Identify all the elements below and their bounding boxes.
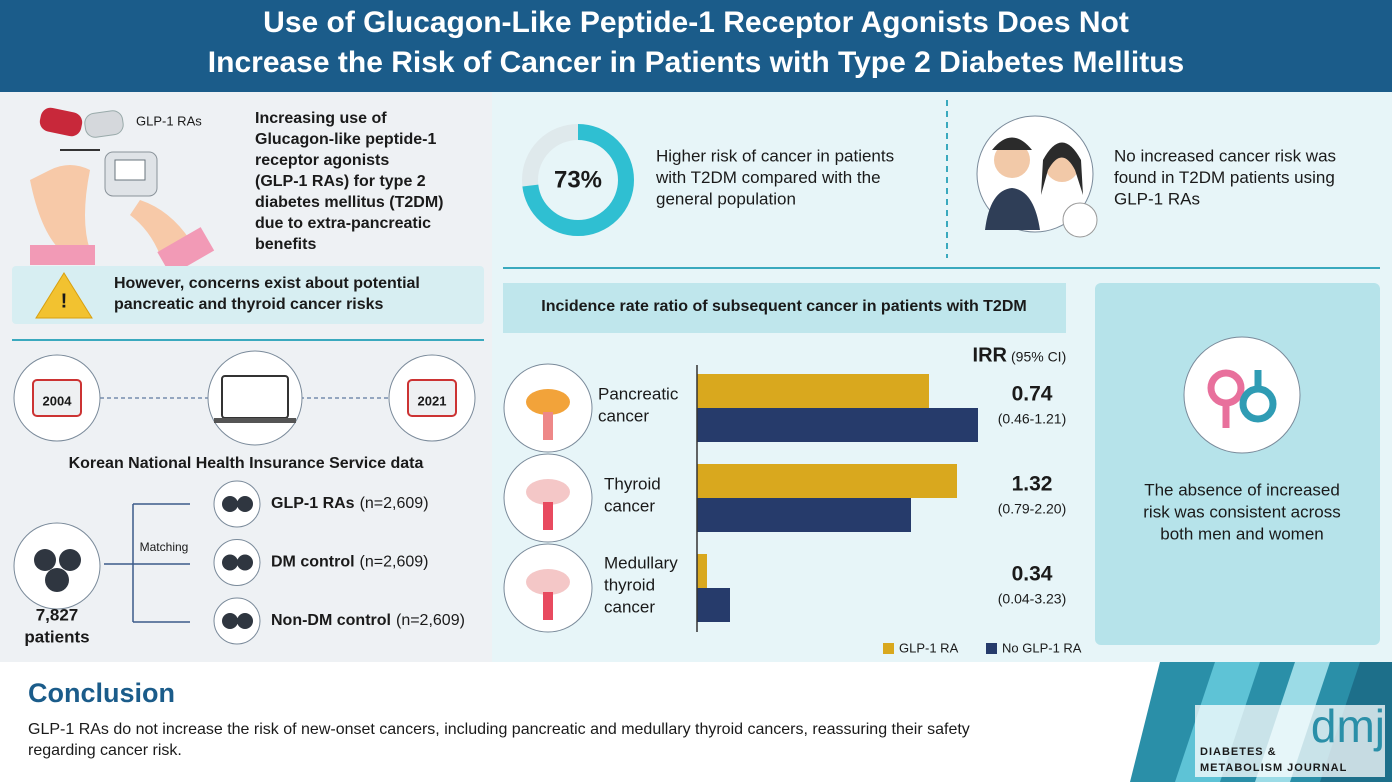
organ-shape: [526, 569, 570, 595]
chart-title: Incidence rate ratio of subsequent cance…: [541, 298, 1026, 315]
legend-label: GLP-1 RA: [899, 640, 959, 655]
category-label: cancer: [604, 597, 655, 616]
laptop-base: [214, 418, 296, 423]
group-icon-person: [237, 554, 253, 571]
total-count: 7,827: [36, 605, 79, 624]
finding-text: No increased cancer risk was: [1114, 146, 1336, 165]
category-label: Thyroid: [604, 474, 661, 493]
category-label: Pancreatic: [598, 384, 679, 403]
group-name: DM control: [271, 554, 355, 571]
conclusion-heading: Conclusion: [28, 678, 175, 708]
journal-logo: [1130, 662, 1392, 782]
bar: [697, 588, 730, 622]
legend-label: No GLP-1 RA: [1002, 640, 1082, 655]
patients-circle: [13, 522, 101, 610]
bar: [697, 554, 707, 588]
finding-text: found in T2DM patients using: [1114, 168, 1335, 187]
bar: [697, 464, 957, 498]
donut-arc: [522, 124, 634, 236]
irr-value: 0.34: [1012, 563, 1053, 586]
background-text: diabetes mellitus (T2DM): [255, 194, 443, 211]
group-name: Non-DM control: [271, 612, 391, 629]
irr-ci: (0.04-3.23): [998, 591, 1066, 607]
group-name: GLP-1 RAs: [271, 495, 355, 512]
organ-shape: [543, 592, 553, 620]
bar: [697, 374, 929, 408]
irr-value: 0.74: [1012, 383, 1053, 406]
category-label: cancer: [604, 496, 655, 515]
sex-box: [1095, 283, 1380, 645]
risk-text: general population: [656, 189, 796, 208]
organ-shape: [526, 479, 570, 505]
journal-name: DIABETES &: [1200, 746, 1277, 758]
warning-mark: !: [61, 290, 68, 312]
organ-shape: [543, 412, 553, 440]
data-source: Korean National Health Insurance Service…: [69, 455, 424, 472]
background-text: receptor agonists: [255, 152, 389, 169]
conclusion-text: regarding cancer risk.: [28, 742, 182, 759]
risk-text: with T2DM compared with the: [655, 168, 881, 187]
background-text: benefits: [255, 236, 316, 253]
sex-text: both men and women: [1160, 524, 1324, 543]
background-text: (GLP-1 RAs) for type 2: [255, 173, 426, 190]
matching-label: Matching: [140, 540, 189, 554]
sex-text: risk was consistent across: [1143, 502, 1340, 521]
organ-shape: [526, 389, 570, 415]
background-text: due to extra-pancreatic: [255, 215, 431, 232]
journal-logo-text: dmj: [1311, 700, 1385, 752]
journal-name: METABOLISM JOURNAL: [1200, 762, 1347, 774]
conclusion-text: GLP-1 RAs do not increase the risk of ne…: [28, 721, 970, 738]
finding-text: GLP-1 RAs: [1114, 189, 1200, 208]
stat-label: 73%: [554, 166, 602, 193]
group-icon-person: [237, 496, 253, 512]
category-label: thyroid: [604, 575, 655, 594]
irr-value: 1.32: [1012, 473, 1053, 496]
chart-title-box: [503, 283, 1066, 333]
group-n: (n=2,609): [360, 495, 429, 512]
legend-swatch: [883, 643, 894, 654]
calendar: [32, 379, 82, 417]
group-n: (n=2,609): [360, 554, 429, 571]
group-icon-person: [222, 554, 238, 571]
matching-lines: [104, 503, 190, 623]
laptop: [221, 375, 289, 419]
end-year: 2021: [418, 393, 447, 408]
header-band: [0, 0, 1392, 92]
glp-icon: [30, 107, 215, 276]
bar: [697, 498, 911, 532]
risk-text: Higher risk of cancer in patients: [656, 146, 894, 165]
start-year: 2004: [43, 393, 73, 408]
irr-ci: (0.46-1.21): [998, 411, 1066, 427]
drug-label: GLP-1 RAs: [136, 113, 202, 128]
total-label: patients: [24, 627, 89, 646]
group-icon-person: [222, 613, 238, 629]
background-text: Glucagon-like peptide-1: [255, 131, 436, 148]
category-label: Medullary: [604, 553, 678, 572]
organ-shape: [543, 502, 553, 530]
concern-text: pancreatic and thyroid cancer risks: [114, 296, 384, 313]
warning-icon: [35, 272, 93, 319]
irr-ci: (0.79-2.20): [998, 501, 1066, 517]
irr-label: IRR: [973, 344, 1008, 366]
title: Use of Glucagon-Like Peptide-1 Receptor …: [263, 6, 1129, 39]
category-label: cancer: [598, 406, 649, 425]
ci-label: (95% CI): [1011, 349, 1066, 365]
legend-swatch: [986, 643, 997, 654]
concern-box: [12, 266, 484, 324]
concern-text: However, concerns exist about potential: [114, 275, 420, 292]
title: Increase the Risk of Cancer in Patients …: [208, 46, 1184, 79]
group-icon-person: [237, 613, 253, 629]
calendar: [407, 379, 457, 417]
group-icon-person: [222, 496, 238, 512]
bar: [697, 408, 978, 442]
sex-text: The absence of increased: [1144, 480, 1340, 499]
group-n: (n=2,609): [396, 612, 465, 629]
background-text: Increasing use of: [255, 110, 387, 127]
